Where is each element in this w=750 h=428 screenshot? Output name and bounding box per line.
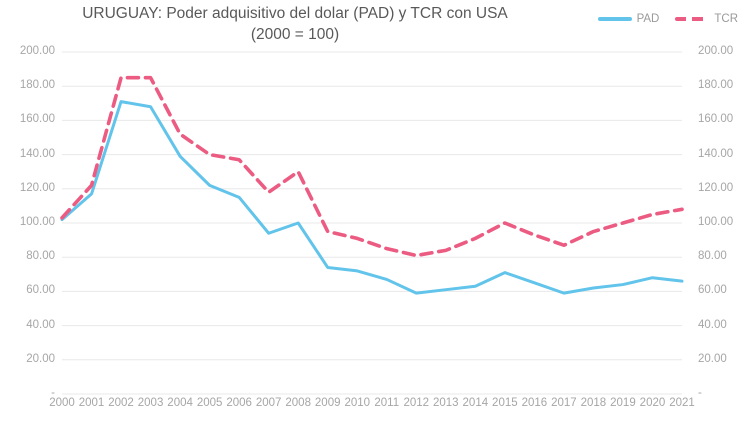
y-tick-label: 160.00 xyxy=(19,113,55,126)
y-tick-label: 80.00 xyxy=(698,250,727,263)
x-tick-label: 2004 xyxy=(167,397,193,409)
y-tick-label: 80.00 xyxy=(26,250,55,263)
x-tick-label: 2011 xyxy=(374,397,400,409)
chart-legend: PAD TCR xyxy=(597,13,738,25)
y-tick-label: 140.00 xyxy=(19,147,55,160)
legend-swatch-pad xyxy=(597,17,632,21)
x-tick-label: 2001 xyxy=(78,397,105,409)
y-tick-label: 100.00 xyxy=(19,216,55,228)
x-tick-label: 2009 xyxy=(314,397,341,409)
y-axis-left: 200.00 180.00 160.00 140.00 120.00 100.00 80.0… xyxy=(0,45,55,398)
x-tick-label: 2000 xyxy=(49,397,75,409)
x-axis: 2000 2001 2002 2003 2004 2005 2006 2007 2008 2009… xyxy=(49,397,695,418)
y-tick-label: 100.00 xyxy=(698,216,734,228)
x-tick-label: 2015 xyxy=(492,397,518,409)
plot-area xyxy=(60,51,684,395)
series-lines xyxy=(60,75,684,295)
y-tick-label: 200.00 xyxy=(19,45,55,57)
x-tick-label: 2002 xyxy=(108,397,134,409)
plot-svg xyxy=(60,51,684,395)
gridlines xyxy=(62,51,682,395)
y-tick-label: 200.00 xyxy=(698,45,734,57)
y-tick-label: 180.00 xyxy=(19,79,55,92)
x-tick-label: 2019 xyxy=(610,397,636,409)
x-tick-label: 2005 xyxy=(196,397,223,409)
x-tick-label: 2007 xyxy=(255,397,282,409)
x-tick-label: 2017 xyxy=(551,397,577,409)
y-axis-right: 200.00 180.00 160.00 140.00 120.00 100.00 80.0… xyxy=(688,45,748,398)
y-tick-label: 180.00 xyxy=(698,79,734,92)
legend-item-pad[interactable]: PAD xyxy=(597,13,660,25)
y-tick-label: 60.00 xyxy=(26,284,55,297)
y-tick-label: 120.00 xyxy=(698,181,734,194)
y-tick-label: 60.00 xyxy=(698,284,727,297)
x-tick-label: 2016 xyxy=(521,397,548,409)
y-tick-label: - xyxy=(51,387,55,399)
legend-label-tcr: TCR xyxy=(714,13,738,25)
x-tick-label: 2018 xyxy=(580,397,607,409)
x-tick-label: 2012 xyxy=(403,397,430,409)
y-tick-label: 160.00 xyxy=(698,113,734,126)
x-tick-label: 2003 xyxy=(137,397,164,409)
legend-item-tcr[interactable]: TCR xyxy=(675,13,738,25)
chart-title: URUGUAY: Poder adquisitivo del dolar (PA… xyxy=(82,5,508,43)
y-tick-label: 40.00 xyxy=(26,318,55,331)
x-tick-label: 2020 xyxy=(639,397,666,409)
x-tick-label: 2008 xyxy=(285,397,311,409)
series-line-tcr xyxy=(60,75,684,258)
series-line-pad xyxy=(60,100,684,295)
x-tick-label: 2014 xyxy=(462,397,489,409)
x-tick-label: 2013 xyxy=(433,397,459,409)
y-tick-label: - xyxy=(698,387,702,399)
y-tick-label: 140.00 xyxy=(698,147,734,160)
y-tick-label: 20.00 xyxy=(698,352,727,365)
y-tick-label: 40.00 xyxy=(698,318,727,331)
x-tick-label: 2006 xyxy=(226,397,252,409)
y-tick-label: 20.00 xyxy=(26,352,55,365)
x-tick-label: 2010 xyxy=(344,397,371,409)
x-tick-label: 2021 xyxy=(669,397,695,409)
legend-label-pad: PAD xyxy=(636,13,660,25)
y-tick-label: 120.00 xyxy=(19,181,55,194)
legend-swatch-tcr xyxy=(675,17,710,21)
